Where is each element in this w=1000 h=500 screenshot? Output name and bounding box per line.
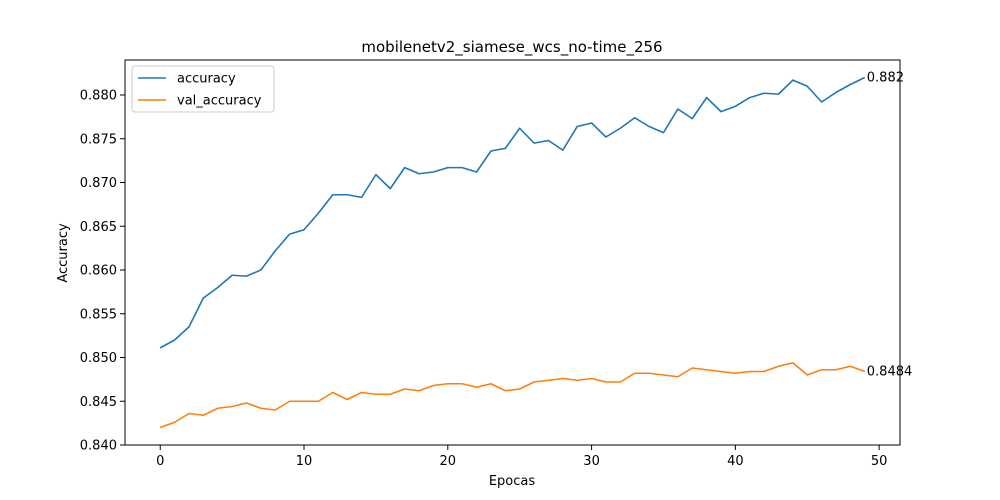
chart-title: mobilenetv2_siamese_wcs_no-time_256 — [361, 38, 662, 57]
y-tick-label: 0.850 — [80, 351, 117, 366]
y-tick-label: 0.865 — [80, 220, 117, 235]
y-tick-label: 0.840 — [80, 439, 117, 454]
legend-label-accuracy: accuracy — [177, 72, 236, 87]
y-tick-label: 0.860 — [80, 264, 117, 279]
x-tick-label: 0 — [156, 454, 164, 469]
plot-area: 0.882 0.8484 0 10 20 30 40 50 0.840 0.845 0.850 0.8… — [80, 59, 913, 469]
x-axis-label: Epocas — [489, 474, 536, 489]
x-tick-label: 10 — [296, 454, 313, 469]
y-tick-label: 0.875 — [80, 132, 117, 147]
axes-frame — [124, 59, 901, 446]
legend-label-val-accuracy: val_accuracy — [177, 94, 262, 109]
y-axis-label: Accuracy — [56, 223, 71, 283]
y-tick-label: 0.855 — [80, 307, 117, 322]
x-tick-label: 40 — [727, 454, 744, 469]
series-line-val-accuracy — [159, 361, 866, 429]
series-line-accuracy — [159, 76, 866, 349]
y-tick-label: 0.870 — [80, 176, 117, 191]
legend-box — [131, 65, 275, 113]
y-tick-label: 0.880 — [80, 89, 117, 104]
end-label-accuracy: 0.882 — [867, 71, 904, 86]
x-tick-label: 50 — [871, 454, 888, 469]
y-tick-label: 0.845 — [80, 395, 117, 410]
end-label-val-accuracy: 0.8484 — [867, 365, 913, 380]
x-tick-label: 20 — [440, 454, 457, 469]
x-tick-label: 30 — [583, 454, 600, 469]
legend: accuracy val_accuracy — [131, 65, 275, 113]
